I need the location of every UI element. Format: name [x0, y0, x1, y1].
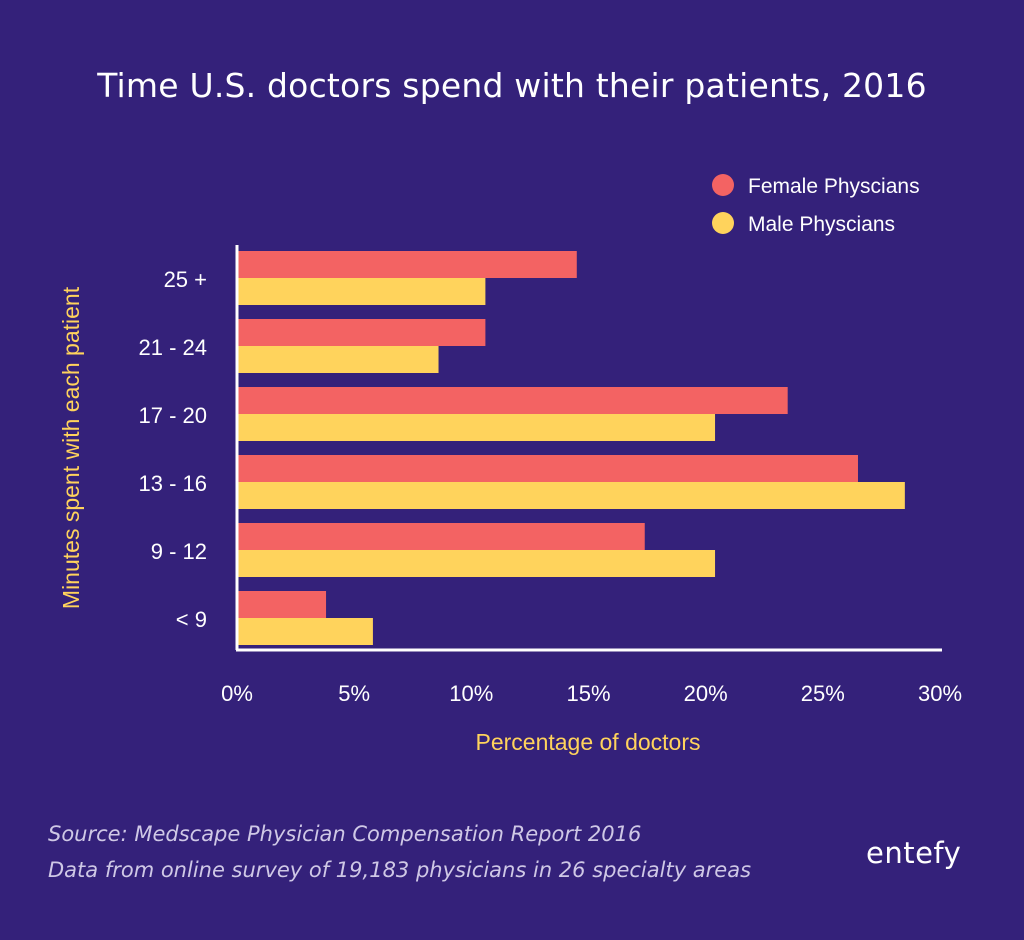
x-tick-label: 15% [566, 681, 610, 706]
y-tick-label: 21 - 24 [139, 335, 208, 360]
x-tick-label: 10% [449, 681, 493, 706]
bar-male [238, 482, 905, 509]
bar-male [238, 618, 373, 645]
y-tick-label: < 9 [176, 607, 207, 632]
bar-female [238, 591, 327, 618]
bar-female [238, 319, 486, 346]
x-axis-title: Percentage of doctors [475, 729, 700, 755]
entefy-logo: entefy [866, 836, 962, 870]
bar-female [238, 455, 858, 482]
bar-male [238, 346, 439, 373]
legend-label-female: Female Physcians [748, 175, 920, 198]
y-tick-label: 17 - 20 [139, 403, 208, 428]
x-tick-label: 0% [221, 681, 253, 706]
bar-female [238, 523, 645, 550]
bar-female [238, 387, 788, 414]
y-tick-label: 25 + [164, 267, 207, 292]
bar-male [238, 414, 716, 441]
x-tick-label: 20% [684, 681, 728, 706]
source-note: Source: Medscape Physician Compensation … [48, 822, 642, 846]
legend-swatch-male [712, 212, 734, 234]
legend-swatch-female [712, 174, 734, 196]
survey-note: Data from online survey of 19,183 physic… [48, 858, 752, 882]
bar-male [238, 550, 716, 577]
y-axis-title: Minutes spent with each patient [58, 286, 84, 609]
x-tick-label: 5% [338, 681, 370, 706]
y-tick-label: 9 - 12 [151, 539, 207, 564]
x-tick-label: 25% [801, 681, 845, 706]
bar-male [238, 278, 486, 305]
bar-female [238, 251, 577, 278]
chart-title: Time U.S. doctors spend with their patie… [97, 66, 927, 105]
y-tick-label: 13 - 16 [139, 471, 208, 496]
x-tick-label: 30% [918, 681, 962, 706]
legend-label-male: Male Physcians [748, 213, 895, 236]
